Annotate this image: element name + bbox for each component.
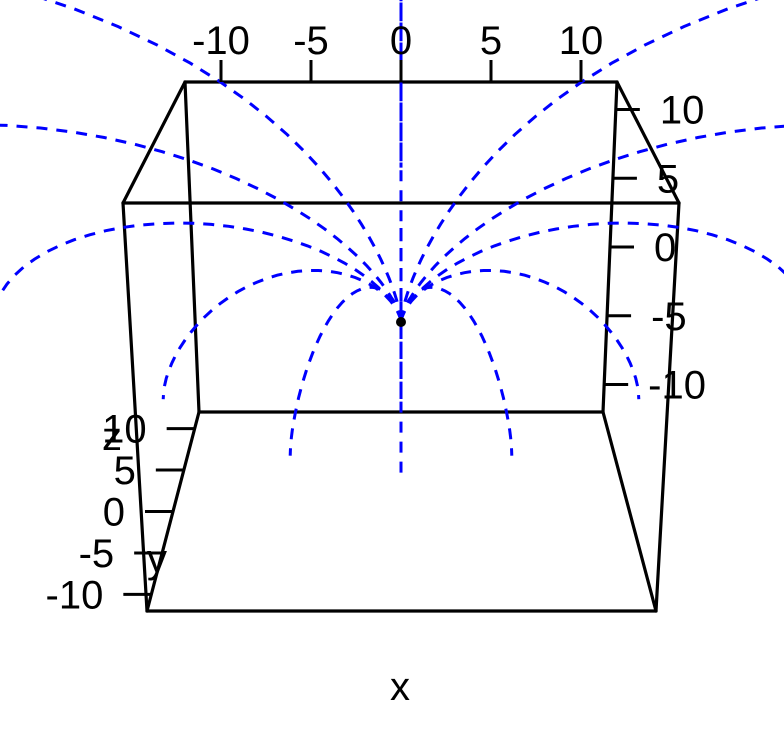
x-axis-label: x: [390, 665, 410, 709]
z-tick-label: 0: [654, 226, 676, 270]
x-tick-label: 5: [480, 19, 502, 63]
center-point: [396, 317, 406, 327]
plot-box: [121, 80, 681, 613]
box-top-left: [121, 80, 187, 205]
x-axis: -10 -5 0 5 10: [192, 19, 603, 82]
z-axis-label: z: [102, 415, 122, 459]
y-axis-label: y: [147, 537, 167, 581]
box-bottom-right: [601, 410, 658, 613]
x-tick-label: -5: [293, 19, 329, 63]
y-tick-label: 5: [114, 449, 136, 493]
box-front-left: [121, 201, 149, 613]
x-tick-label: -10: [192, 19, 250, 63]
x-tick-label: 0: [390, 19, 412, 63]
field-line: [0, 221, 403, 322]
box-back-left: [183, 80, 201, 414]
z-tick-label: 5: [657, 157, 679, 201]
field-line: [399, 124, 784, 322]
box-top-right: [615, 80, 681, 205]
z-tick-label: -10: [648, 364, 706, 408]
field-line: [399, 269, 641, 400]
z-tick-label: -5: [651, 295, 687, 339]
y-tick-label: 0: [103, 491, 125, 535]
field-line: [399, 0, 759, 322]
field-lines-series: [0, 0, 784, 477]
field-line: [399, 285, 514, 456]
field-line: [288, 285, 403, 456]
y-tick-label: -5: [79, 532, 115, 576]
field-line: [0, 123, 403, 322]
z-axis: -10 -5 0 5 10: [604, 89, 706, 408]
y-tick-label: -10: [46, 573, 104, 617]
x-tick-label: 10: [559, 19, 604, 63]
z-tick-label: 10: [660, 89, 705, 133]
field-line: [43, 0, 403, 322]
box-front-right: [654, 201, 681, 613]
y-tick-label: 10: [102, 408, 147, 452]
field-line: [399, 221, 784, 322]
